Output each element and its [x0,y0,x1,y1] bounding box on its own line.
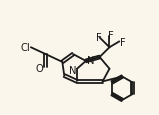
Text: F: F [120,38,126,48]
Text: N: N [69,65,76,75]
Text: F: F [96,33,102,43]
Text: N: N [87,55,94,65]
Text: Cl: Cl [20,43,30,53]
Text: F: F [108,30,113,40]
Text: O: O [36,63,44,73]
